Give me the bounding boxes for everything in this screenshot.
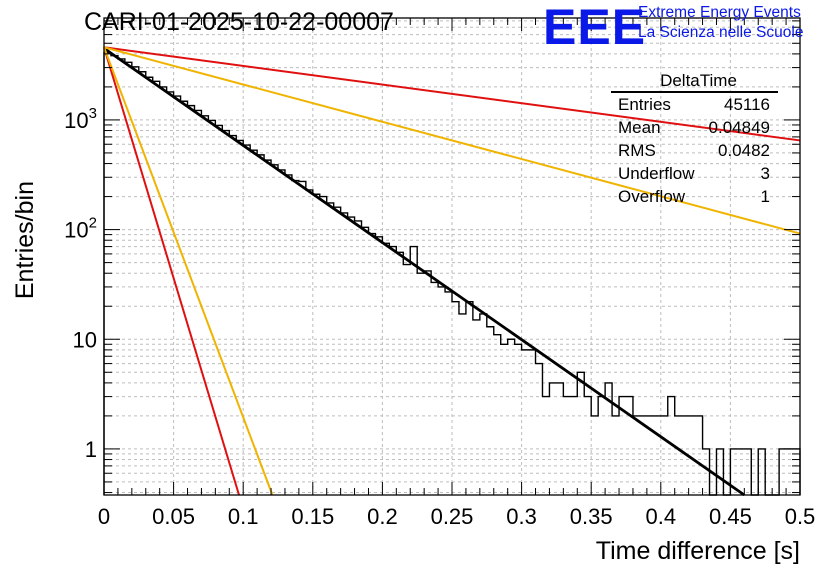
x-tick-label: 0 — [98, 504, 110, 529]
series-red-slow — [103, 46, 801, 142]
stats-row-underflow: Underflow 3 — [611, 162, 778, 185]
logo-tagline-1: Extreme Energy Events — [638, 4, 801, 21]
x-tick-label: 0.45 — [709, 504, 752, 529]
x-tick-label: 0.5 — [785, 504, 816, 529]
series-layer — [103, 46, 801, 497]
series-orange-fast — [103, 46, 274, 496]
series-fit — [103, 47, 746, 497]
stats-label: Mean — [618, 118, 661, 137]
x-tick-label: 0.2 — [367, 504, 398, 529]
stats-row-overflow: Overflow 1 — [611, 185, 778, 208]
x-tick-label: 0.1 — [228, 504, 259, 529]
y-tick-label: 102 — [64, 215, 97, 243]
axes: 0 0.05 0.1 0.15 0.2 0.25 0.3 0.35 0.4 0.45 0.51031… — [64, 17, 816, 529]
stats-value: 1 — [760, 187, 770, 206]
stats-box: DeltaTime Entries 45116 Mean 0.04849 RMS… — [611, 70, 778, 208]
logo-tagline-2: La Scienza nelle Scuole — [638, 24, 804, 41]
stats-value: 0.04849 — [708, 118, 770, 137]
y-tick-label: 103 — [64, 105, 97, 133]
stats-label: Underflow — [618, 164, 695, 183]
stats-label: RMS — [618, 141, 656, 160]
stats-row-rms: RMS 0.0482 — [611, 139, 778, 162]
y-axis-title: Entries/bin — [11, 181, 39, 299]
stats-row-entries: Entries 45116 — [611, 93, 778, 116]
stats-label: Entries — [618, 95, 671, 114]
series-red-fast — [103, 46, 240, 496]
stats-value: 0.0482 — [718, 141, 770, 160]
y-tick-label: 1 — [85, 437, 97, 462]
plot-title: CARI-01-2025-10-22-00007 — [84, 8, 394, 36]
series-orange-slow — [103, 46, 801, 235]
stats-box-title: DeltaTime — [611, 70, 778, 93]
eee-logo: EEE — [543, 0, 647, 55]
stats-value: 3 — [760, 164, 770, 183]
stats-value: 45116 — [723, 95, 770, 114]
x-tick-label: 0.25 — [431, 504, 474, 529]
x-tick-label: 0.3 — [506, 504, 537, 529]
stats-label: Overflow — [618, 187, 686, 206]
x-axis-title: Time difference [s] — [596, 537, 800, 565]
x-tick-label: 0.35 — [570, 504, 613, 529]
x-tick-label: 0.05 — [152, 504, 195, 529]
x-tick-label: 0.4 — [646, 504, 677, 529]
x-tick-label: 0.15 — [291, 504, 334, 529]
y-tick-label: 10 — [73, 327, 97, 352]
stats-row-mean: Mean 0.04849 — [611, 116, 778, 139]
